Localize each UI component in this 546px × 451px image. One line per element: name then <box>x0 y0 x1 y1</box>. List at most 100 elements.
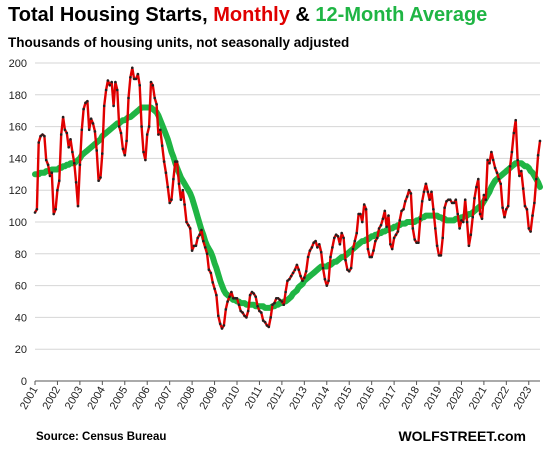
series-group <box>32 66 543 330</box>
data-point-monthly <box>506 204 510 208</box>
data-point-monthly <box>536 153 540 157</box>
data-point-monthly <box>413 238 417 241</box>
data-point-monthly <box>389 243 392 246</box>
data-point-monthly <box>520 169 523 173</box>
data-point-monthly <box>299 274 302 278</box>
data-point-monthly <box>261 319 265 322</box>
data-point-monthly <box>445 200 448 203</box>
y-tick-label: 160 <box>9 122 27 134</box>
x-tick-label: 2017 <box>377 385 400 412</box>
x-tick-label: 2011 <box>243 385 265 411</box>
data-point-monthly <box>475 185 478 189</box>
y-axis-labels: 0 20 40 60 80 100 120 140 160 180 200 <box>9 58 27 388</box>
data-point-monthly <box>86 99 89 103</box>
data-point-monthly <box>260 311 263 314</box>
data-point-monthly <box>353 239 357 243</box>
y-tick-label: 20 <box>15 344 27 356</box>
data-point-monthly <box>473 196 476 200</box>
data-point-monthly <box>417 241 420 244</box>
data-point-monthly <box>252 292 256 295</box>
data-point-monthly <box>424 182 428 186</box>
title-ampersand: & <box>289 4 316 26</box>
data-point-monthly <box>33 211 37 214</box>
data-point-monthly <box>127 96 130 100</box>
x-tick-label: 2014 <box>310 385 333 412</box>
data-point-monthly <box>426 190 430 194</box>
x-tick-label: 2009 <box>198 385 221 412</box>
data-point-monthly <box>349 266 353 270</box>
data-point-monthly <box>308 249 312 252</box>
data-point-monthly <box>52 212 55 216</box>
data-point-monthly <box>194 244 198 248</box>
data-point-monthly <box>153 96 156 100</box>
data-point-monthly <box>291 271 295 275</box>
data-point-monthly <box>220 327 224 330</box>
data-point-monthly <box>198 233 201 236</box>
data-point-monthly <box>533 201 536 205</box>
data-point-monthly <box>250 290 254 294</box>
data-point-monthly <box>188 227 192 230</box>
data-point-monthly <box>119 131 123 135</box>
data-point-monthly <box>284 290 287 294</box>
data-point-monthly <box>207 268 211 272</box>
y-tick-label: 0 <box>21 376 27 388</box>
data-point-monthly <box>471 215 475 219</box>
data-point-monthly <box>351 247 355 251</box>
data-point-monthly <box>232 297 235 300</box>
data-point-monthly <box>89 117 93 120</box>
data-point-monthly <box>102 104 106 108</box>
data-point-monthly <box>458 227 461 230</box>
data-point-monthly <box>364 208 368 211</box>
data-point-monthly <box>82 107 85 111</box>
data-point-monthly <box>402 208 405 211</box>
data-point-monthly <box>361 220 364 224</box>
data-point-monthly <box>512 131 516 135</box>
x-tick-label: 2007 <box>153 385 176 412</box>
data-point-monthly <box>409 192 413 195</box>
data-point-monthly <box>162 160 166 163</box>
data-point-monthly <box>145 133 149 136</box>
data-point-monthly <box>241 311 244 314</box>
y-tick-label: 40 <box>15 312 27 324</box>
data-point-monthly <box>465 220 469 224</box>
data-point-monthly <box>142 150 145 154</box>
data-point-monthly <box>87 128 91 132</box>
data-point-monthly <box>125 139 128 143</box>
data-point-monthly <box>499 182 503 186</box>
data-point-monthly <box>149 80 153 84</box>
data-point-monthly <box>312 241 316 244</box>
data-point-monthly <box>443 206 446 209</box>
data-point-monthly <box>288 277 291 281</box>
data-point-monthly <box>215 293 218 297</box>
data-point-monthly <box>59 133 63 136</box>
data-point-monthly <box>521 187 525 190</box>
data-point-monthly <box>411 227 415 230</box>
data-point-monthly <box>333 236 336 240</box>
data-point-monthly <box>213 287 216 291</box>
data-point-monthly <box>359 212 362 216</box>
data-point-monthly <box>447 198 450 201</box>
data-point-monthly <box>181 188 185 192</box>
x-tick-label: 2019 <box>422 385 445 412</box>
data-point-monthly <box>73 161 76 165</box>
data-point-monthly <box>439 254 443 257</box>
data-point-monthly <box>179 198 183 201</box>
data-point-monthly <box>228 295 231 299</box>
data-point-monthly <box>35 208 39 211</box>
series-line-monthly <box>33 66 542 330</box>
data-point-monthly <box>58 179 61 182</box>
data-point-monthly <box>478 212 482 216</box>
data-point-monthly <box>93 130 97 133</box>
data-point-monthly <box>314 239 317 243</box>
data-point-monthly <box>491 158 495 162</box>
data-point-monthly <box>518 174 521 178</box>
data-point-monthly <box>254 295 257 299</box>
data-point-monthly <box>271 303 274 307</box>
data-point-monthly <box>456 212 460 216</box>
x-tick-label: 2018 <box>400 385 423 412</box>
data-point-monthly <box>486 158 489 162</box>
data-point-monthly <box>280 300 284 303</box>
data-point-monthly <box>467 244 471 248</box>
data-point-monthly <box>273 301 276 305</box>
data-point-monthly <box>318 243 321 246</box>
